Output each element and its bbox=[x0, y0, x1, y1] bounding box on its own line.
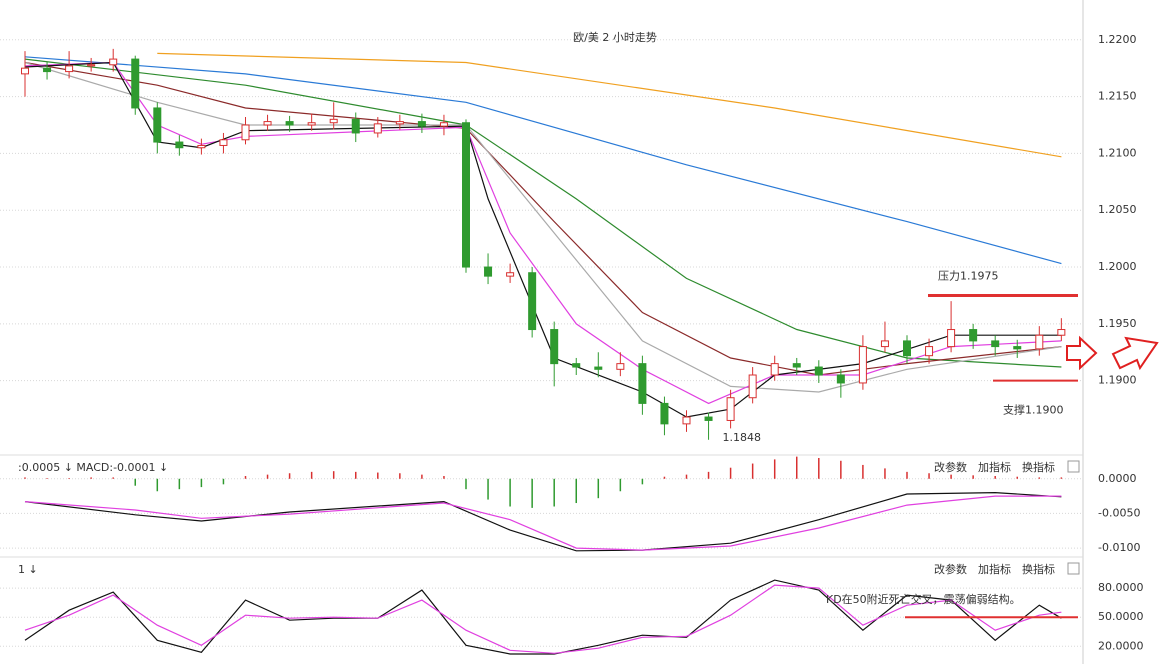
y-tick-label: 1.2150 bbox=[1098, 90, 1137, 103]
y-tick-label: 1.1900 bbox=[1098, 374, 1137, 387]
candle-body bbox=[616, 363, 625, 370]
resistance-label: 压力1.1975 bbox=[938, 269, 999, 282]
candle-body bbox=[351, 118, 360, 134]
support-label: 支撑1.1900 bbox=[1003, 403, 1064, 417]
candle-body bbox=[682, 416, 691, 425]
toolbar-button[interactable]: 换指标 bbox=[1022, 562, 1055, 576]
indicator-line bbox=[157, 52, 1062, 158]
indicator-header: :0.0005 ↓ MACD:-0.0001 ↓ bbox=[18, 461, 168, 474]
indicator-header: 1 ↓ bbox=[18, 563, 38, 576]
y-tick-label: 1.2050 bbox=[1098, 203, 1137, 216]
candle-body bbox=[528, 272, 537, 331]
candle-body bbox=[660, 402, 669, 425]
candle-body bbox=[417, 121, 426, 127]
candle-body bbox=[373, 123, 382, 134]
candle-body bbox=[285, 121, 294, 126]
candle-body bbox=[594, 366, 603, 370]
candle-body bbox=[21, 67, 29, 75]
candle-body bbox=[1035, 334, 1044, 350]
y-tick-label: 1.2200 bbox=[1098, 33, 1137, 46]
candle-body bbox=[572, 363, 581, 368]
candle-body bbox=[241, 124, 250, 141]
indicator-line bbox=[24, 491, 1062, 552]
candle-body bbox=[638, 363, 647, 404]
candle-body bbox=[484, 266, 493, 277]
candle-body bbox=[880, 340, 889, 348]
candle-body bbox=[991, 340, 1000, 348]
candle-body bbox=[65, 65, 74, 73]
candle-body bbox=[947, 329, 956, 348]
y-tick-label: -0.0050 bbox=[1098, 506, 1140, 519]
candle-body bbox=[43, 67, 52, 73]
indicator-line bbox=[24, 584, 1062, 654]
indicator-line bbox=[24, 61, 1062, 405]
chart-title: 欧/美 2 小时走势 bbox=[573, 31, 657, 44]
candle-body bbox=[748, 374, 757, 399]
candle-body bbox=[462, 122, 470, 268]
candle-body bbox=[197, 144, 206, 149]
candle-body bbox=[969, 329, 978, 342]
candle-body bbox=[439, 122, 448, 127]
arrow bbox=[1066, 335, 1098, 371]
candle-body bbox=[836, 374, 845, 384]
y-tick-label: -0.0100 bbox=[1098, 541, 1140, 554]
candle-body bbox=[1013, 346, 1022, 350]
toolbar-button[interactable]: 加指标 bbox=[978, 562, 1011, 576]
candle-body bbox=[263, 121, 272, 126]
candle-body bbox=[506, 272, 515, 277]
candle-body bbox=[550, 329, 559, 365]
candle-body bbox=[307, 122, 316, 126]
candle-body bbox=[792, 363, 801, 368]
indicator-line bbox=[24, 579, 1062, 655]
candle-body bbox=[903, 340, 911, 357]
candle-body bbox=[131, 58, 140, 109]
y-tick-label: 0.0000 bbox=[1098, 472, 1137, 485]
candle-body bbox=[704, 416, 713, 421]
close-button[interactable] bbox=[1067, 460, 1080, 473]
y-tick-label: 1.2100 bbox=[1098, 146, 1137, 159]
candle-body bbox=[1057, 329, 1066, 336]
toolbar-button[interactable]: 改参数 bbox=[934, 460, 967, 474]
candle-body bbox=[219, 139, 228, 146]
candle-body bbox=[814, 366, 823, 376]
indicator-line bbox=[24, 495, 1062, 551]
candle-body bbox=[153, 107, 162, 143]
candle-body bbox=[109, 58, 118, 66]
toolbar-button[interactable]: 加指标 bbox=[978, 460, 1011, 474]
y-tick-label: 80.0000 bbox=[1098, 581, 1144, 594]
close-button[interactable] bbox=[1067, 562, 1080, 575]
candle-body bbox=[726, 397, 735, 421]
y-tick-label: 1.2000 bbox=[1098, 260, 1137, 273]
y-tick-label: 1.1950 bbox=[1098, 317, 1137, 330]
arrow bbox=[1111, 336, 1159, 371]
y-tick-label: 20.0000 bbox=[1098, 639, 1144, 652]
toolbar-button[interactable]: 换指标 bbox=[1022, 460, 1055, 474]
candle-body bbox=[329, 118, 338, 124]
kd-annotation: KD在50附近死亡交叉，震荡偏弱结构。 bbox=[826, 592, 1021, 606]
y-tick-label: 50.0000 bbox=[1098, 610, 1144, 623]
candle-body bbox=[925, 346, 934, 357]
candle-body bbox=[770, 363, 779, 376]
indicator-line bbox=[24, 58, 1062, 368]
candle-body bbox=[87, 64, 96, 67]
toolbar-button[interactable]: 改参数 bbox=[934, 562, 967, 576]
candle-body bbox=[175, 141, 184, 149]
candle-body bbox=[395, 121, 404, 125]
candle-body bbox=[858, 346, 867, 384]
low-label: 1.1848 bbox=[723, 431, 762, 444]
indicator-line bbox=[24, 56, 1062, 265]
